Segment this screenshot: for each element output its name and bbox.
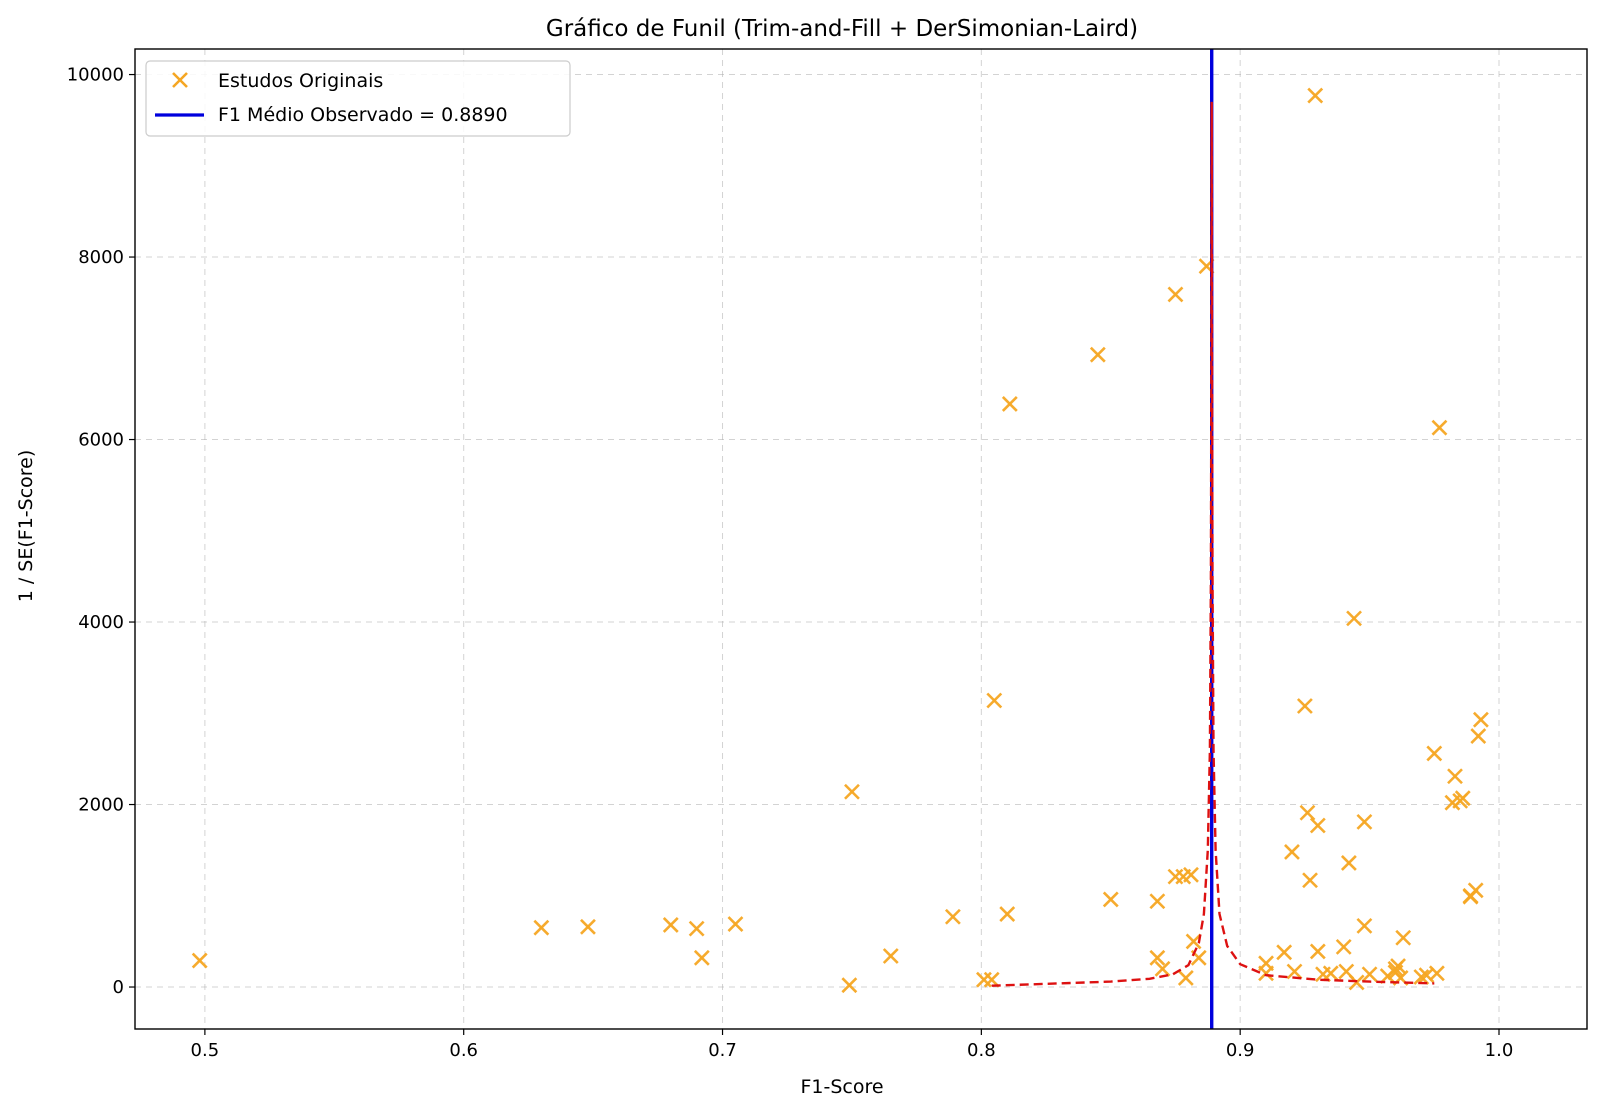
scatter-point <box>1348 974 1365 991</box>
scatter-point <box>727 916 744 932</box>
scatter-point <box>999 906 1016 922</box>
scatter-point <box>1286 963 1303 980</box>
scatter-point <box>1296 698 1313 714</box>
legend-box <box>145 60 571 137</box>
scatter-point <box>1467 882 1484 899</box>
scatter-point <box>1177 969 1194 986</box>
scatter-point <box>1472 711 1489 728</box>
scatter-point <box>1149 893 1166 910</box>
y-tick-label: 6000 <box>78 430 124 451</box>
scatter-point <box>580 918 596 935</box>
axes-ticks: 0.5 0.6 0.7 0.8 0.9 1.0 0 2000 4000 6000 8000 10000 <box>67 65 1514 1061</box>
scatter-point <box>693 949 710 966</box>
scatter-point <box>1470 728 1487 745</box>
y-axis-label: 1 / SE(F1-Score) <box>15 450 37 603</box>
x-tick-label: 0.5 <box>191 1040 220 1061</box>
scatter-point <box>1309 817 1326 834</box>
scatter-point <box>944 908 961 925</box>
x-tick-label: 0.7 <box>708 1040 737 1061</box>
scatter-point <box>1340 855 1357 871</box>
scatter-point <box>844 783 860 800</box>
scatter-point <box>1356 813 1373 830</box>
scatter-point <box>1149 949 1166 966</box>
legend-label-scatter: Estudos Originais <box>218 70 383 92</box>
x-tick-label: 0.9 <box>1226 1040 1255 1061</box>
y-tick-label: 8000 <box>78 247 124 268</box>
scatter-point <box>1426 745 1443 762</box>
plot-area <box>191 49 1489 1029</box>
scatter-point <box>1454 790 1471 807</box>
scatter-point <box>1307 87 1324 104</box>
scatter-point <box>1284 844 1300 860</box>
scatter-point <box>1390 958 1406 974</box>
scatter-point <box>1299 804 1316 821</box>
x-tick-label: 0.8 <box>967 1040 996 1061</box>
scatter-point <box>1309 943 1326 960</box>
scatter-point <box>882 948 899 964</box>
scatter-point <box>1356 917 1373 934</box>
x-tick-label: 1.0 <box>1485 1040 1514 1061</box>
plot-frame <box>134 48 1588 1030</box>
scatter-point <box>1154 960 1171 977</box>
scatter-point <box>533 919 550 936</box>
scatter-point <box>1335 938 1352 955</box>
scatter-point <box>1183 866 1199 883</box>
scatter-point <box>688 920 705 937</box>
scatter-point <box>986 692 1003 709</box>
scatter-point <box>1413 969 1430 985</box>
legend-label-mean-line: F1 Médio Observado = 0.8890 <box>218 104 508 126</box>
y-tick-label: 4000 <box>78 612 124 633</box>
scatter-point <box>1395 929 1412 946</box>
x-axis-label: F1-Score <box>800 1076 883 1098</box>
scatter-point <box>1302 872 1318 889</box>
scatter-point <box>191 952 208 969</box>
scatter-point <box>1167 286 1184 303</box>
funnel-curve <box>991 101 1435 987</box>
chart-title: Gráfico de Funil (Trim-and-Fill + DerSim… <box>546 16 1138 42</box>
scatter-point <box>1185 933 1202 950</box>
scatter-point <box>841 977 858 994</box>
scatter-point <box>1322 965 1339 982</box>
scatter-point <box>1346 610 1362 627</box>
scatter-point <box>1361 966 1378 983</box>
scatter-point <box>1276 944 1293 961</box>
scatter-point <box>1431 419 1448 436</box>
scatter-point <box>1102 891 1119 908</box>
scatter-point <box>1089 346 1106 363</box>
scatter-point <box>1428 965 1445 982</box>
y-tick-label: 0 <box>113 977 124 998</box>
scatter-point <box>662 917 679 933</box>
scatter-point <box>1447 768 1463 785</box>
grid <box>135 49 1587 1029</box>
x-tick-label: 0.6 <box>449 1040 478 1061</box>
scatter-point <box>1258 965 1274 982</box>
scatter-point <box>1001 396 1018 412</box>
legend: Estudos Originais F1 Médio Observado = 0… <box>145 60 571 137</box>
y-tick-label: 10000 <box>67 65 124 86</box>
y-tick-label: 2000 <box>78 795 124 816</box>
legend-marker-scatter <box>172 72 188 88</box>
